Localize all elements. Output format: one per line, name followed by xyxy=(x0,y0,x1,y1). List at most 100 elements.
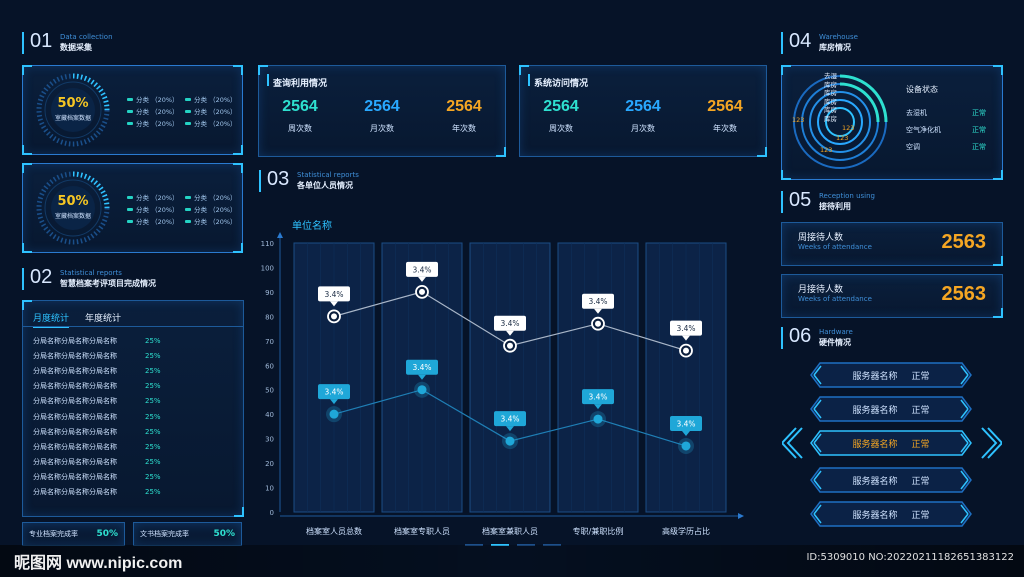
device-row: 去湿机 正常 xyxy=(906,109,986,117)
stats-row: 2564 周次数 2564 月次数 2564 年次数 xyxy=(259,98,505,134)
device-status-title: 设备状态 xyxy=(906,85,938,94)
legend-item: 分类 （20%） xyxy=(185,215,243,227)
list-item: 分局名称分局名称分局名称 25% xyxy=(33,412,161,421)
section-number: 04 xyxy=(789,30,812,52)
gauge-ring-icon xyxy=(36,73,110,147)
data-point xyxy=(417,385,427,395)
x-tick-label: 专职/兼职比例 xyxy=(573,526,624,536)
data-label-bg xyxy=(406,261,438,277)
legend-item: 分类 （20%） xyxy=(185,203,243,215)
data-label: 3.4% xyxy=(676,324,695,333)
x-tick-label: 档案室兼职人员 xyxy=(482,526,538,536)
data-label-pointer xyxy=(682,430,690,436)
legend-item: 分类 （20%） xyxy=(127,93,185,105)
x-axis-arrow-icon xyxy=(738,513,744,519)
server-status: 正常 xyxy=(911,371,930,382)
list-item: 分局名称分局名称分局名称 25% xyxy=(33,366,161,375)
list-item: 分局名称分局名称分局名称 25% xyxy=(33,488,161,497)
data-label-bg xyxy=(318,286,350,302)
gauge-panel-1: 50% 室藏档案数据 分类 （20%） 分类 （20%） 分类 （20%） 分类… xyxy=(22,65,243,155)
section-number: 02 xyxy=(30,266,53,288)
warehouse-rings-icon xyxy=(793,74,888,169)
warehouse-panel: 去湿 库房 库房 库房 库房 库房 123 123 123 123 设备状态 去湿机 正常 … xyxy=(781,65,1003,180)
data-point-core xyxy=(683,347,689,354)
data-label-pointer xyxy=(330,399,338,405)
y-tick-label: 100 xyxy=(261,264,274,272)
y-tick-label: 110 xyxy=(261,240,274,248)
report-list: 分局名称分局名称分局名称 25% 分局名称分局名称分局名称 25% 分局名称分局名称… xyxy=(33,333,173,500)
data-label-bg xyxy=(670,320,702,336)
server-item[interactable]: 服务器名称 正常 xyxy=(810,467,972,493)
data-label-pointer xyxy=(682,335,690,341)
data-label-pointer xyxy=(330,301,338,307)
watermark-bar xyxy=(0,545,1024,577)
reception-card: 月接待人数 Weeks of attendance 2563 xyxy=(781,274,1003,318)
card-value: 2563 xyxy=(941,283,987,305)
data-label-bg xyxy=(318,384,350,400)
server-name: 服务器名称 xyxy=(852,510,898,521)
device-list: 去湿机 正常 空气净化机 正常 空调 正常 xyxy=(906,108,986,159)
server-name: 服务器名称 xyxy=(852,439,898,450)
y-tick-label: 70 xyxy=(265,338,274,346)
data-label: 3.4% xyxy=(500,319,519,328)
ring-value: 123 xyxy=(792,116,805,124)
data-label: 3.4% xyxy=(676,419,695,428)
data-label-bg xyxy=(582,389,614,405)
ring-value: 123 xyxy=(836,134,849,142)
server-item[interactable]: 服务器名称 正常 xyxy=(810,396,972,422)
data-label-bg xyxy=(494,315,526,331)
y-tick-label: 50 xyxy=(265,387,274,395)
stat-item: 2564 周次数 xyxy=(282,98,318,133)
list-item: 分局名称分局名称分局名称 25% xyxy=(33,336,161,345)
section-number: 03 xyxy=(267,168,290,190)
list-item: 分局名称分局名称分局名称 25% xyxy=(33,427,161,436)
server-item[interactable]: 服务器名称 正常 xyxy=(810,501,972,527)
gauge-label: 室藏档案数据 xyxy=(54,115,91,122)
section-marker xyxy=(22,32,24,54)
gauge-label: 室藏档案数据 xyxy=(54,213,91,220)
server-status: 正常 xyxy=(911,439,930,450)
data-label: 3.4% xyxy=(412,363,431,372)
y-tick-label: 10 xyxy=(265,485,274,493)
tab-monthly[interactable]: 月度统计 xyxy=(33,311,70,328)
query-panel: 查询利用情况 2564 周次数 2564 月次数 2564 年次数 xyxy=(258,65,506,157)
data-label: 3.4% xyxy=(588,393,607,402)
data-label: 3.4% xyxy=(412,265,431,274)
data-point-core xyxy=(507,342,513,349)
gauge-percent: 50% xyxy=(57,96,89,111)
y-tick-label: 0 xyxy=(270,509,274,517)
list-item: 分局名称分局名称分局名称 25% xyxy=(33,397,161,406)
ring-value: 123 xyxy=(820,146,833,154)
data-label-pointer xyxy=(506,426,514,432)
section-title: 数据采集 xyxy=(60,43,92,52)
section-en-title: Warehouse xyxy=(819,33,858,41)
server-item[interactable]: 服务器名称 正常 xyxy=(810,430,972,456)
data-label-bg xyxy=(406,359,438,375)
server-item[interactable]: 服务器名称 正常 xyxy=(810,362,972,388)
tab-yearly[interactable]: 年度统计 xyxy=(85,314,122,324)
stat-item: 2564 周次数 xyxy=(543,98,579,133)
data-label: 3.4% xyxy=(588,297,607,306)
data-point xyxy=(505,436,515,446)
stats-row: 2564 周次数 2564 月次数 2564 年次数 xyxy=(520,98,766,134)
gauge-panel-2: 50% 室藏档案数据 分类 （20%） 分类 （20%） 分类 （20%） 分类… xyxy=(22,163,243,253)
section-en-title: Hardware xyxy=(819,328,853,336)
device-row: 空气净化机 正常 xyxy=(906,126,986,134)
y-tick-label: 30 xyxy=(265,436,274,444)
card-value: 2563 xyxy=(941,231,987,253)
section-title: 各单位人员情况 xyxy=(297,181,353,190)
data-label-bg xyxy=(582,293,614,309)
reception-card: 周接待人数 Weeks of attendance 2563 xyxy=(781,222,1003,266)
stat-item: 2564 年次数 xyxy=(707,98,743,133)
data-label-bg xyxy=(494,411,526,427)
watermark-logo: 昵图网 www.nipic.com xyxy=(14,555,183,572)
chevron-right-icon xyxy=(978,426,1004,463)
chevron-left-icon xyxy=(780,426,806,463)
data-point xyxy=(593,414,603,424)
y-tick-label: 80 xyxy=(265,313,274,321)
x-tick-label: 档案室专职人员 xyxy=(394,526,450,536)
legend-item: 分类 （20%） xyxy=(185,117,243,129)
gauge-ring-icon xyxy=(36,171,110,245)
stat-item: 2564 月次数 xyxy=(364,98,400,133)
section-en-title: Reception using xyxy=(819,192,875,200)
